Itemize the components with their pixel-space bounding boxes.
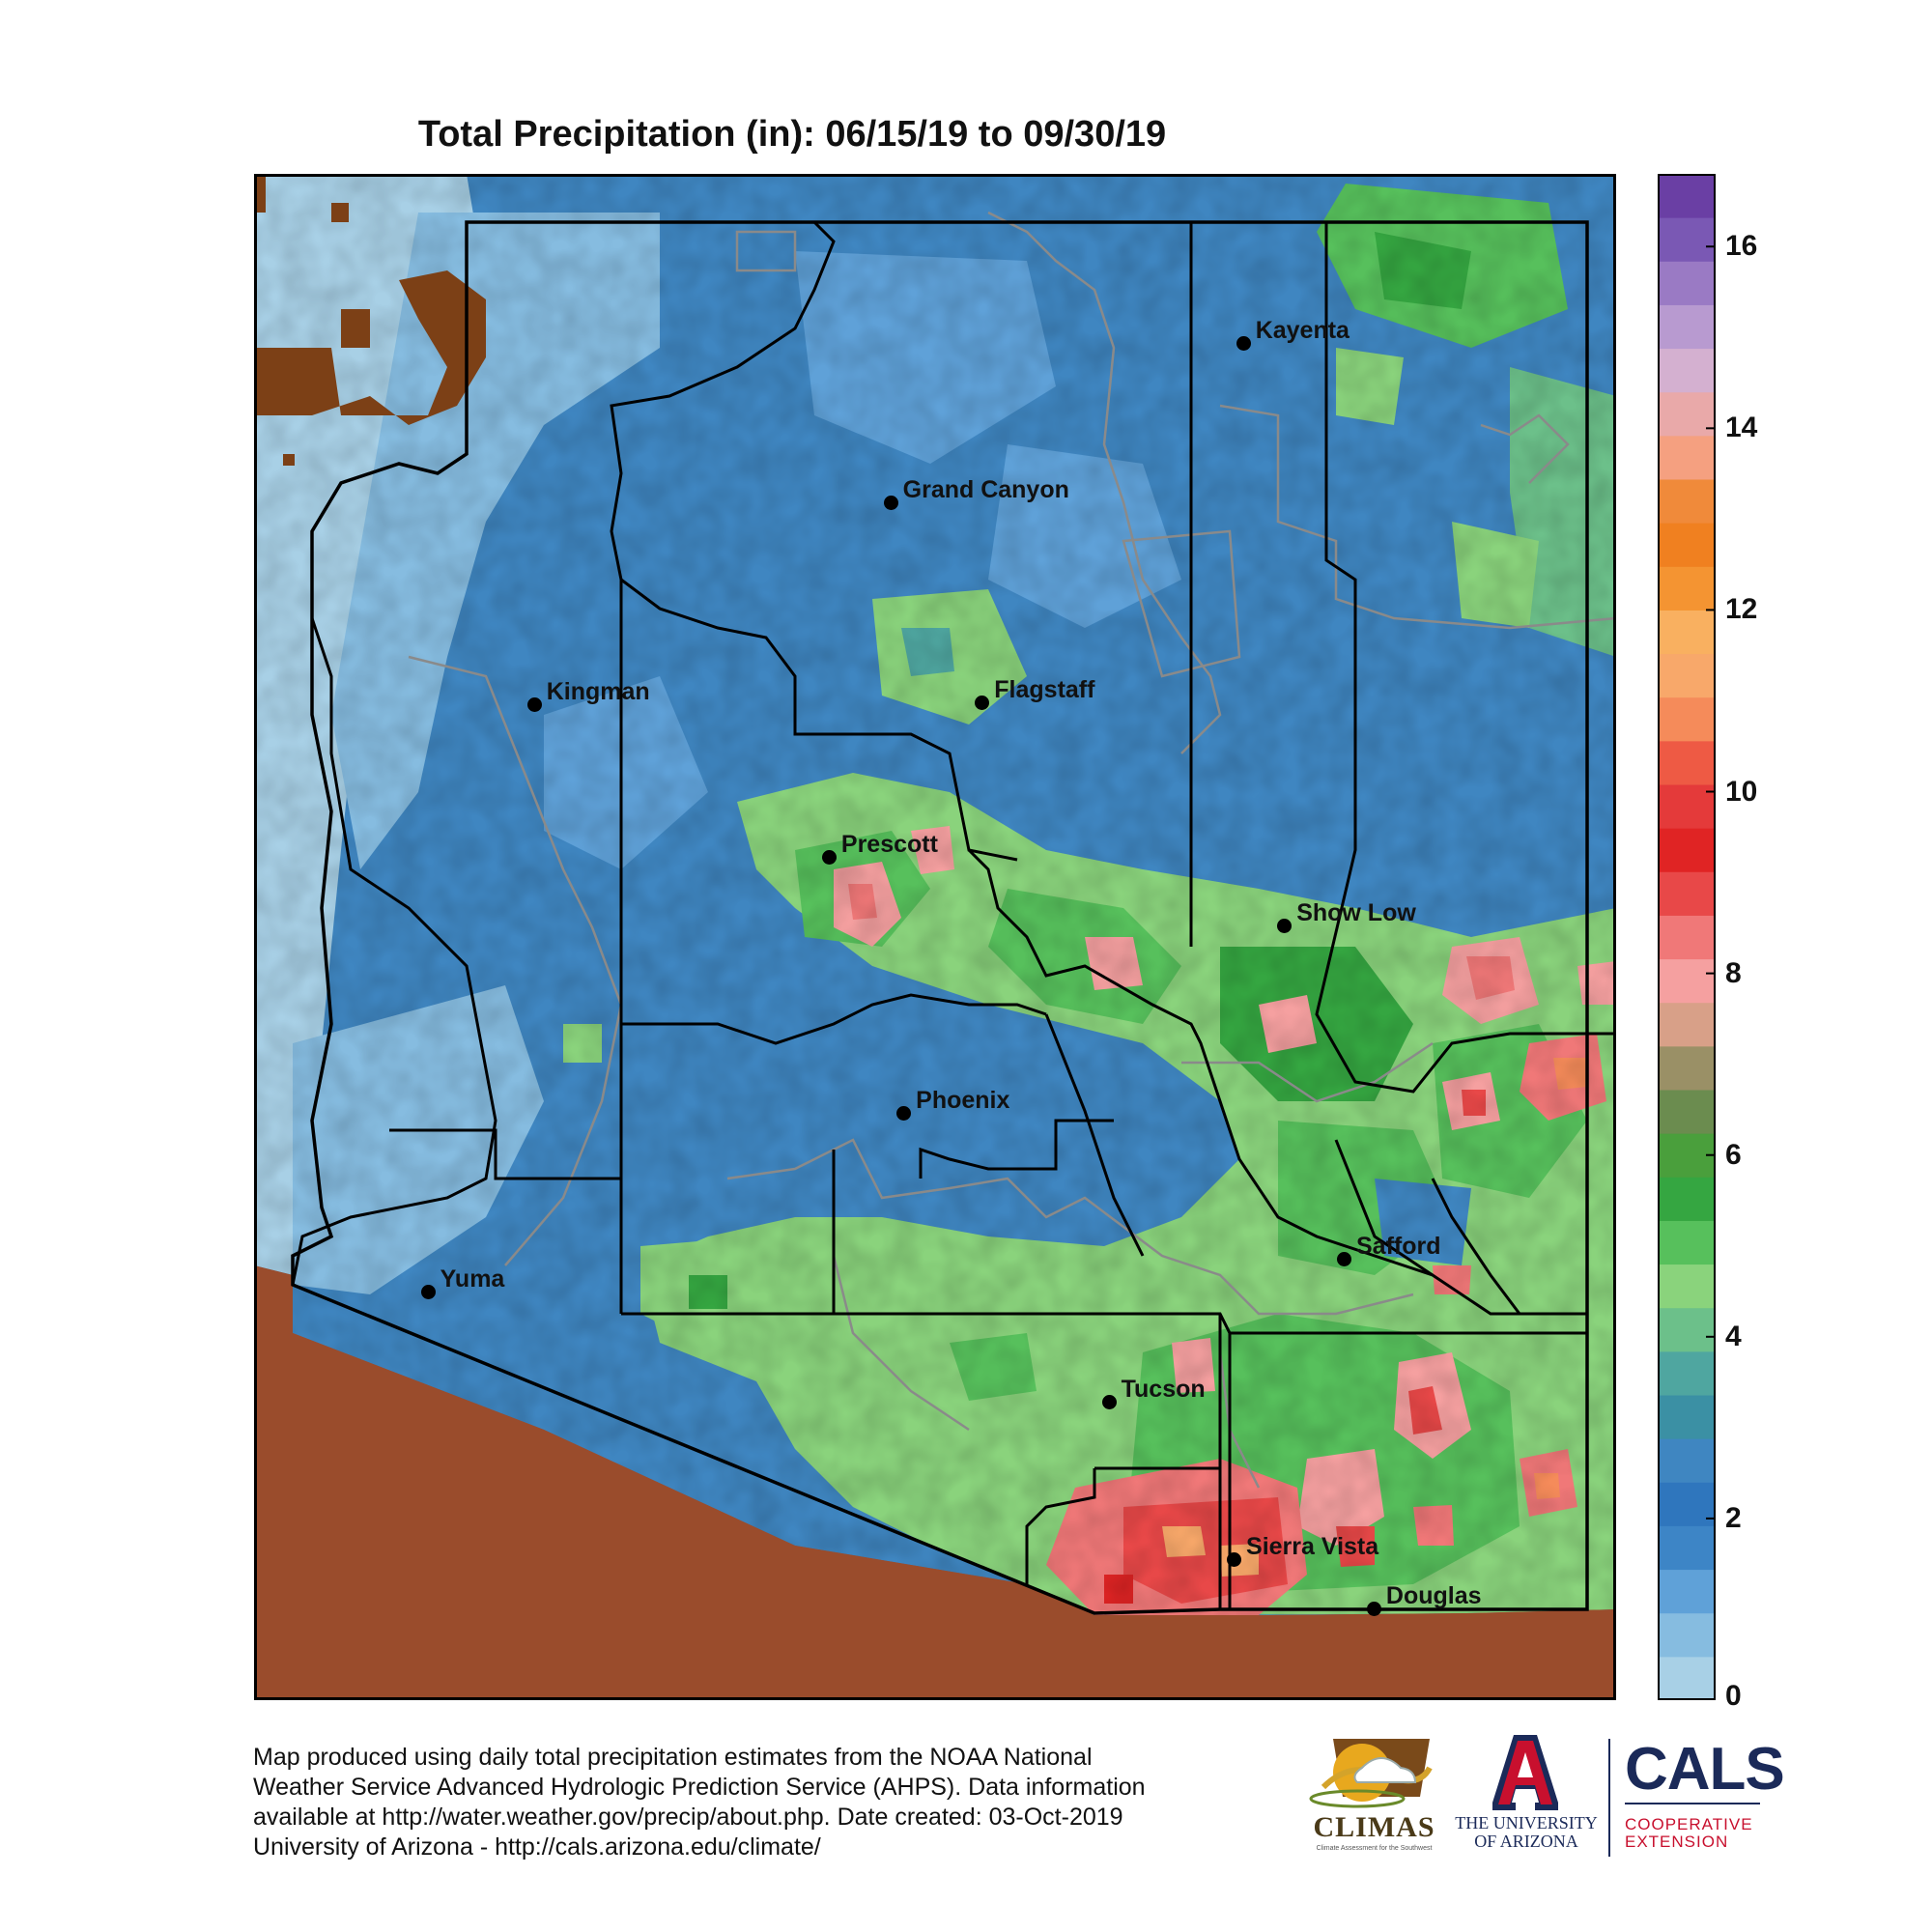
climas-subtitle: Climate Assessment for the Southwest	[1316, 1845, 1433, 1852]
colorbar-step	[1658, 1656, 1716, 1700]
city-label: Show Low	[1296, 898, 1416, 926]
precipitation-map[interactable]	[254, 174, 1616, 1700]
city-marker[interactable]	[1277, 918, 1293, 933]
colorbar-step	[1658, 1482, 1716, 1526]
colorbar-step	[1658, 871, 1716, 916]
city-marker[interactable]	[1366, 1602, 1381, 1617]
city-label: Yuma	[440, 1265, 505, 1293]
cals-rule	[1625, 1803, 1760, 1804]
colorbar-step	[1658, 1177, 1716, 1221]
colorbar-step	[1658, 696, 1716, 742]
colorbar-step	[1658, 1045, 1716, 1091]
colorbar-step	[1658, 610, 1716, 655]
city-label: Safford	[1356, 1233, 1441, 1260]
colorbar-step	[1658, 828, 1716, 872]
city-marker[interactable]	[896, 1106, 912, 1122]
city-label: Phoenix	[916, 1087, 1010, 1115]
climas-wordmark: CLIMAS	[1313, 1811, 1435, 1843]
footer-line-3: available at http://water.weather.gov/pr…	[253, 1804, 1123, 1831]
city-marker[interactable]	[526, 697, 542, 713]
cals-sub-line-2: EXTENSION	[1625, 1833, 1729, 1851]
colorbar-tick-label: 14	[1725, 412, 1758, 444]
city-label: Kayenta	[1255, 317, 1350, 344]
footer-line-2: Weather Service Advanced Hydrologic Pred…	[253, 1774, 1146, 1801]
cals-subtitle: COOPERATIVE EXTENSION	[1625, 1816, 1753, 1851]
cals-logo[interactable]: CALS	[1625, 1736, 1785, 1803]
colorbar-step	[1658, 174, 1716, 218]
university-of-arizona-wordmark: THE UNIVERSITY OF ARIZONA	[1449, 1814, 1604, 1851]
colorbar-step	[1658, 1264, 1716, 1309]
colorbar-step	[1658, 391, 1716, 437]
colorbar-tick-label: 0	[1725, 1680, 1742, 1712]
city-label: Douglas	[1385, 1582, 1482, 1610]
colorbar-tick-label: 8	[1725, 956, 1742, 989]
colorbar-step	[1658, 1438, 1716, 1483]
university-of-arizona-logo-icon[interactable]	[1492, 1735, 1558, 1810]
city-marker[interactable]	[883, 496, 898, 511]
colorbar-step	[1658, 1350, 1716, 1396]
city-label: Grand Canyon	[902, 476, 1069, 504]
land-boundaries	[408, 211, 1616, 1489]
colorbar-tick-label: 12	[1725, 593, 1758, 626]
city-marker[interactable]	[975, 695, 990, 710]
colorbar-step	[1658, 1307, 1716, 1352]
colorbar-step	[1658, 435, 1716, 480]
colorbar-step	[1658, 1612, 1716, 1658]
colorbar	[1658, 174, 1716, 1700]
cals-sub-line-1: COOPERATIVE	[1625, 1815, 1753, 1833]
colorbar-step	[1658, 915, 1716, 960]
colorbar-step	[1658, 740, 1716, 785]
colorbar-tick-label: 16	[1725, 230, 1758, 263]
map-border	[254, 174, 1616, 1700]
map-title: Total Precipitation (in): 06/15/19 to 09…	[417, 114, 1167, 155]
footer-line-4: University of Arizona - http://cals.ariz…	[253, 1833, 821, 1861]
city-marker[interactable]	[821, 850, 837, 866]
field-texture	[254, 174, 1616, 1615]
city-label: Prescott	[840, 831, 938, 859]
city-label: Tucson	[1121, 1376, 1206, 1404]
footer-line-1: Map produced using daily total precipita…	[253, 1744, 1093, 1771]
colorbar-step	[1658, 1395, 1716, 1439]
colorbar-step	[1658, 479, 1716, 524]
colorbar-step	[1658, 1002, 1716, 1047]
city-marker[interactable]	[420, 1285, 436, 1300]
county-lines	[291, 220, 1616, 1611]
colorbar-step	[1658, 304, 1716, 350]
mexico-region	[254, 1265, 1616, 1700]
colorbar-step	[1658, 1569, 1716, 1614]
ua-line-1: THE UNIVERSITY	[1455, 1813, 1598, 1833]
city-label: Kingman	[546, 678, 650, 706]
colorbar-frame	[1658, 174, 1716, 1700]
city-label: Sierra Vista	[1246, 1533, 1379, 1561]
colorbar-step	[1658, 566, 1716, 611]
footer-note: Map produced using daily total precipita…	[253, 1743, 1296, 1862]
colorbar-step	[1658, 1525, 1716, 1571]
colorbar-step	[1658, 958, 1716, 1004]
city-marker[interactable]	[1337, 1252, 1351, 1266]
city-marker[interactable]	[1101, 1395, 1117, 1410]
state-border	[291, 220, 1589, 1615]
colorbar-step	[1658, 653, 1716, 698]
colorbar-step	[1658, 217, 1716, 262]
colorbar-tick-label: 4	[1725, 1320, 1742, 1352]
city-marker[interactable]	[1227, 1552, 1242, 1568]
climas-logo-icon[interactable]	[1304, 1729, 1439, 1862]
colorbar-tick-label: 6	[1725, 1138, 1742, 1171]
logo-divider	[1608, 1739, 1610, 1857]
colorbar-step	[1658, 523, 1716, 567]
colorbar-step	[1658, 1090, 1716, 1134]
colorbar-step	[1658, 348, 1716, 393]
city-label: Flagstaff	[994, 675, 1095, 703]
colorbar-step	[1658, 261, 1716, 305]
colorbar-step	[1658, 1220, 1716, 1265]
ua-line-2: OF ARIZONA	[1474, 1832, 1578, 1851]
colorbar-tick-label: 2	[1725, 1501, 1742, 1534]
city-marker[interactable]	[1236, 336, 1251, 351]
colorbar-tick-label: 10	[1725, 775, 1758, 808]
